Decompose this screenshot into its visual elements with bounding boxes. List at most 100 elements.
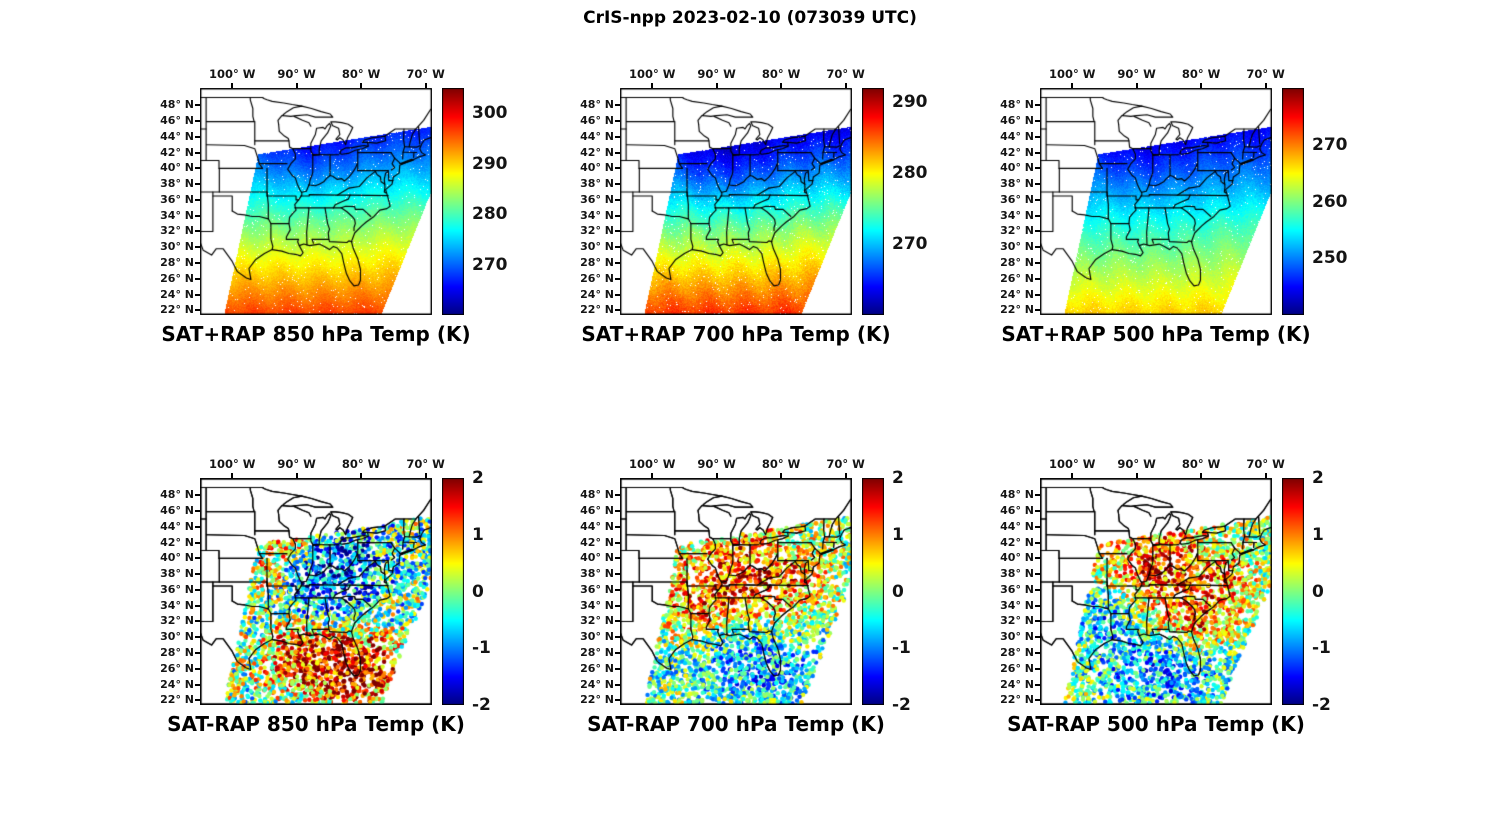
lat-tick-label: 42° N [160, 535, 194, 549]
lon-tick-mark [424, 473, 427, 478]
lon-tick-mark [360, 473, 363, 478]
lat-tick-label: 22° N [580, 693, 614, 707]
lat-tick-label: 22° N [580, 303, 614, 317]
lat-tick-mark [615, 525, 620, 528]
lat-tick-mark [195, 541, 200, 544]
lon-tick-mark [780, 473, 783, 478]
lat-tick-label: 22° N [1000, 303, 1034, 317]
lat-tick-mark [615, 214, 620, 217]
lon-tick-label: 70° W [826, 457, 865, 471]
lat-tick-label: 38° N [1000, 177, 1034, 191]
lon-tick-label: 100° W [628, 457, 676, 471]
lat-tick-label: 44° N [1000, 129, 1034, 143]
lat-tick-label: 42° N [580, 535, 614, 549]
lat-tick-label: 38° N [1000, 567, 1034, 581]
lon-tick-label: 80° W [761, 67, 801, 81]
lat-tick-label: 32° N [160, 614, 194, 628]
colorbar-tick-label: 300 [472, 103, 508, 124]
lat-tick-label: 28° N [580, 645, 614, 659]
lat-tick-mark [1035, 183, 1040, 186]
lat-tick-label: 26° N [1000, 661, 1034, 675]
lat-tick-label: 24° N [580, 287, 614, 301]
colorbar-tick-label: 2 [892, 468, 904, 488]
lat-tick-label: 38° N [580, 177, 614, 191]
lat-tick-mark [195, 214, 200, 217]
colorbar-tick-label: 270 [472, 254, 508, 275]
lat-tick-mark [615, 230, 620, 233]
lat-tick-mark [195, 510, 200, 513]
lon-tick-mark [1071, 473, 1074, 478]
lat-tick-mark [615, 151, 620, 154]
colorbar-tick-label: -2 [892, 695, 911, 715]
colorbar-tick-label: 1 [472, 524, 484, 545]
panel-title-sat-minus-rap-700: SAT-RAP 700 hPa Temp (K) [587, 712, 885, 736]
lon-tick-label: 90° W [277, 67, 316, 81]
lat-tick-mark [1035, 573, 1040, 576]
lat-tick-mark [195, 651, 200, 654]
lat-tick-label: 26° N [1000, 271, 1034, 285]
colorbar-tick-label: -2 [472, 695, 491, 715]
lon-tick-label: 70° W [1246, 67, 1285, 81]
lat-tick-mark [195, 573, 200, 576]
panel-title-sat-minus-rap-850: SAT-RAP 850 hPa Temp (K) [167, 712, 465, 736]
colorbar-sat-minus-rap-500 [1282, 478, 1304, 705]
lat-tick-mark [195, 588, 200, 591]
lon-tick-label: 80° W [341, 457, 381, 471]
lon-tick-mark [1200, 473, 1203, 478]
lat-tick-mark [195, 261, 200, 264]
lat-tick-label: 32° N [1000, 614, 1034, 628]
lat-tick-mark [1035, 699, 1040, 702]
lat-tick-label: 42° N [1000, 145, 1034, 159]
colorbar-sat-plus-rap-850 [442, 88, 464, 315]
map-canvas-sat-minus-rap-700 [620, 478, 852, 705]
lon-tick-label: 80° W [1181, 67, 1221, 81]
lat-tick-label: 28° N [1000, 255, 1034, 269]
lat-tick-mark [1035, 151, 1040, 154]
lat-tick-label: 22° N [160, 303, 194, 317]
lon-tick-mark [715, 473, 718, 478]
lat-tick-label: 44° N [160, 519, 194, 533]
lat-tick-mark [195, 104, 200, 107]
map-canvas-sat-minus-rap-500 [1040, 478, 1272, 705]
lat-tick-label: 26° N [160, 271, 194, 285]
lat-tick-label: 44° N [580, 519, 614, 533]
colorbar-tick-label: 280 [892, 163, 928, 184]
lon-tick-mark [231, 83, 234, 88]
lat-tick-label: 46° N [1000, 504, 1034, 518]
lat-tick-label: 24° N [580, 677, 614, 691]
lat-tick-mark [195, 620, 200, 623]
lon-tick-mark [1264, 473, 1267, 478]
lat-tick-mark [615, 541, 620, 544]
lat-tick-label: 32° N [580, 224, 614, 238]
lat-tick-label: 26° N [580, 661, 614, 675]
lon-tick-mark [651, 473, 654, 478]
lat-tick-label: 40° N [580, 161, 614, 175]
lat-tick-label: 46° N [160, 114, 194, 128]
lat-tick-label: 40° N [580, 551, 614, 565]
lat-tick-mark [615, 494, 620, 497]
lat-tick-mark [1035, 525, 1040, 528]
lat-tick-label: 30° N [160, 630, 194, 644]
colorbar-tick-label: -2 [1312, 695, 1331, 715]
lat-tick-mark [195, 636, 200, 639]
lon-tick-mark [844, 473, 847, 478]
colorbar-tick-label: 0 [472, 581, 484, 602]
lat-tick-mark [195, 151, 200, 154]
lat-tick-mark [195, 120, 200, 123]
lat-tick-label: 48° N [1000, 488, 1034, 502]
map-canvas-sat-plus-rap-850 [200, 88, 432, 315]
lat-tick-mark [195, 167, 200, 170]
lat-tick-label: 44° N [580, 129, 614, 143]
lat-tick-label: 36° N [1000, 192, 1034, 206]
lat-tick-label: 34° N [580, 208, 614, 222]
lon-tick-mark [1200, 83, 1203, 88]
lon-tick-mark [1135, 473, 1138, 478]
colorbar-sat-minus-rap-700 [862, 478, 884, 705]
lat-tick-mark [615, 699, 620, 702]
lat-tick-mark [615, 588, 620, 591]
lat-tick-mark [615, 135, 620, 138]
lat-tick-mark [615, 573, 620, 576]
lon-tick-label: 100° W [628, 67, 676, 81]
lat-tick-label: 32° N [160, 224, 194, 238]
lat-tick-label: 48° N [1000, 98, 1034, 112]
